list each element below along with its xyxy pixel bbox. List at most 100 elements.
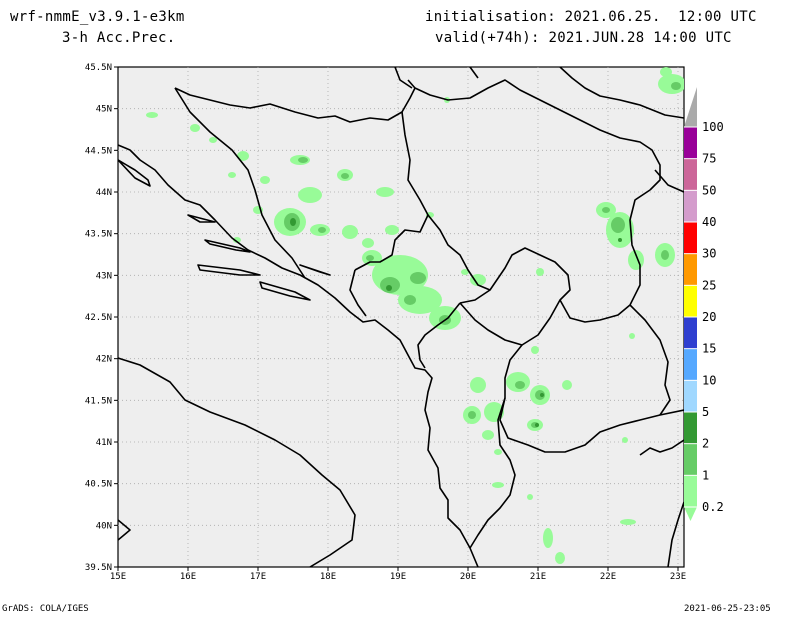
border-bosnia-west (174, 87, 306, 279)
border-croatia-bosnia (174, 79, 416, 123)
lon-tick-label: 23E (670, 572, 686, 582)
precip-patch (620, 519, 636, 525)
colorbar-label: 5 (702, 405, 709, 419)
colorbar-label: 50 (702, 183, 716, 197)
lon-tick-label: 17E (250, 572, 266, 582)
border-north (559, 67, 684, 119)
precip-patch (298, 187, 322, 203)
precip-patch (237, 151, 249, 161)
lat-tick-label: 41.5N (85, 396, 112, 406)
lon-tick-label: 21E (530, 572, 546, 582)
lat-tick-label: 41N (96, 438, 112, 448)
precip-patch (146, 112, 158, 118)
model-title: wrf-nmmE_v3.9.1-e3km (10, 9, 185, 25)
colorbar-segment (684, 380, 697, 412)
border-albania-greece (469, 397, 516, 549)
precip-patch (260, 176, 270, 184)
precip-patch (385, 225, 399, 235)
border-macedonia (499, 344, 684, 453)
border-romania-bulgaria (654, 169, 684, 193)
grid-lines (118, 67, 684, 567)
precip-patch (629, 333, 635, 339)
island (118, 159, 151, 187)
lat-tick-label: 40N (96, 521, 112, 531)
colorbar-segment (684, 285, 697, 317)
precip-patch (602, 207, 610, 213)
colorbar-label: 2 (702, 437, 709, 451)
precip-patch (527, 494, 533, 500)
precip-patch (398, 286, 442, 314)
precip-patch (494, 449, 502, 455)
precip-patch (622, 437, 628, 443)
precip-patch (470, 274, 486, 286)
precip-patch (410, 272, 426, 284)
lat-tick-label: 44N (96, 188, 112, 198)
island (187, 214, 216, 223)
border-montenegro (349, 269, 367, 317)
init-time: initialisation: 2021.06.25. 12:00 UTC (425, 9, 757, 25)
coastline-aegean (667, 501, 684, 567)
precip-patch (555, 552, 565, 564)
colorbar-label: 30 (702, 247, 716, 261)
colorbar-label: 20 (702, 310, 716, 324)
colorbar-label: 75 (702, 152, 716, 166)
precip-patch (386, 285, 392, 291)
coastline-italy (118, 357, 356, 567)
precip-patch (342, 225, 358, 239)
coastline-gargano (118, 519, 131, 541)
precip-patch (380, 277, 400, 293)
precip-patch (543, 528, 553, 548)
colorbar-label: 15 (702, 342, 716, 356)
axis-ticks: 45.5N 45N 44.5N 44N 43.5N 43N 42.5N 42N 41.5N 41N… (85, 63, 686, 582)
precip-patch (531, 346, 539, 354)
colorbar-segment (684, 348, 697, 381)
island (197, 264, 261, 276)
lat-tick-label: 45.5N (85, 63, 112, 73)
precip-patch (404, 295, 416, 305)
precip-patch (611, 217, 625, 233)
colorbar-segment (684, 253, 697, 286)
credit-label: GrADS: COLA/IGES (2, 604, 89, 614)
border-kosovo (459, 247, 571, 346)
colorbar-arrow-low (684, 507, 697, 521)
lat-tick-label: 43.5N (85, 230, 112, 240)
precip-patch (482, 430, 494, 440)
lat-tick-label: 43N (96, 271, 112, 281)
colorbar-label: 10 (702, 373, 716, 387)
lat-tick-label: 39.5N (85, 563, 112, 573)
lat-tick-label: 42N (96, 355, 112, 365)
lon-tick-label: 19E (390, 572, 406, 582)
precip-patch (190, 124, 200, 132)
border-greece-bulgaria (639, 439, 684, 456)
precip-patch (366, 255, 374, 261)
island (204, 239, 251, 253)
colorbar-label: 1 (702, 468, 709, 482)
colorbar-segment (684, 127, 697, 159)
precip-patch (468, 411, 476, 419)
border-serbia-romania (414, 79, 661, 191)
colorbar-label: 100 (702, 120, 724, 134)
precip-patch (290, 218, 296, 226)
coastline-east-adriatic (118, 144, 479, 567)
lon-tick-label: 22E (600, 572, 616, 582)
precip-patch (298, 157, 308, 163)
precip-patch (515, 381, 525, 389)
precip-patch (661, 250, 669, 260)
border-bulgaria-macedonia (629, 304, 671, 416)
border-serbia-bulgaria (559, 189, 651, 323)
border-hungary (469, 67, 479, 79)
precip-patch (209, 137, 217, 143)
colorbar-arrow-high (684, 87, 697, 127)
lon-tick-label: 20E (460, 572, 476, 582)
border-montenegro-serbia (427, 214, 491, 304)
lat-tick-label: 44.5N (85, 146, 112, 156)
colorbar-label: 40 (702, 215, 716, 229)
colorbar-segment (684, 412, 697, 444)
lon-tick-label: 16E (180, 572, 196, 582)
precip-patch (233, 237, 241, 243)
lat-tick-label: 40.5N (85, 480, 112, 490)
precip-patch (697, 95, 703, 105)
precip-patch (470, 377, 486, 393)
